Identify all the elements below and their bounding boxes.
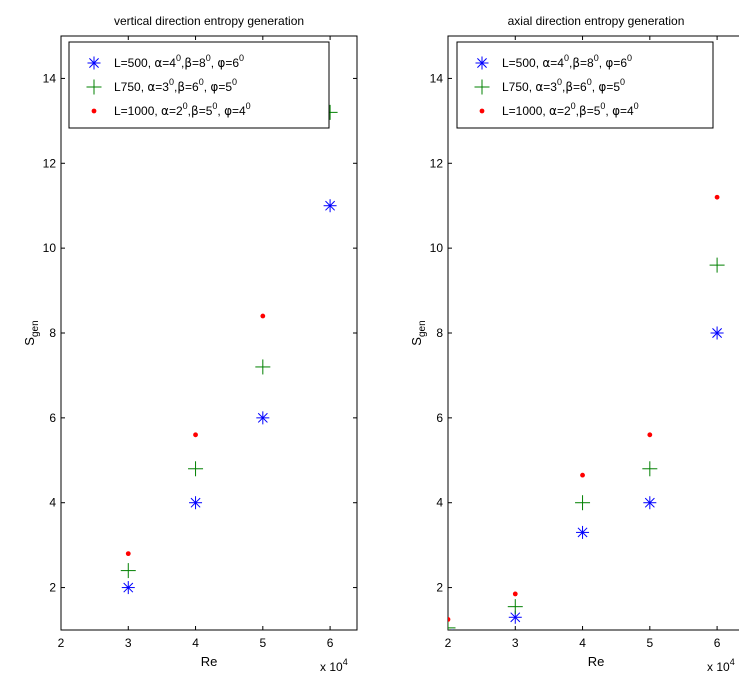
x-tick-label: 5 <box>259 636 266 650</box>
data-point-series-2 <box>448 620 456 630</box>
legend-marker <box>479 108 485 114</box>
x-tick-label: 4 <box>192 636 199 650</box>
data-point-series-1 <box>256 411 270 425</box>
x-tick-label: 5 <box>646 636 653 650</box>
x-tick-label: 3 <box>512 636 519 650</box>
axial-entropy-chart: 2 3 4 5 6 2 4 6 8 10 12 14 axial direction entropy g… <box>409 14 739 674</box>
data-point-series-3 <box>714 194 720 200</box>
legend-entry-label: L750, α=30,β=60, φ=50 <box>502 77 625 94</box>
data-point-series-1 <box>710 326 724 340</box>
legend-box <box>68 41 330 129</box>
y-tick-label: 6 <box>436 411 443 425</box>
x-multiplier-label: x 104 <box>320 657 348 674</box>
y-tick-label: 10 <box>430 241 444 255</box>
y-tick-label: 10 <box>43 241 57 255</box>
legend: L=500, α=40,β=80, φ=60 L750, α=30,β=60, φ… <box>68 41 330 129</box>
y-tick-label: 8 <box>436 326 443 340</box>
y-tick-label: 8 <box>49 326 56 340</box>
y-tick-label: 12 <box>430 156 444 170</box>
legend-marker <box>86 79 102 95</box>
data-point-series-3 <box>580 472 585 478</box>
legend: L=500, α=40,β=80, φ=60 L750, α=30,β=60, φ… <box>456 41 714 129</box>
y-tick-label: 2 <box>436 581 443 595</box>
data-point-series-3 <box>512 591 518 597</box>
data-point-series-3 <box>448 616 451 622</box>
y-tick-label: 14 <box>43 71 57 85</box>
x-multiplier-label: x 104 <box>707 657 735 674</box>
data-point-series-1 <box>643 496 657 510</box>
x-axis-label: Re <box>588 654 605 669</box>
x-tick-label: 2 <box>58 636 65 650</box>
x-tick-label: 3 <box>125 636 132 650</box>
data-point-series-2 <box>188 461 204 477</box>
legend-box <box>456 41 714 129</box>
x-axis-label: Re <box>201 654 218 669</box>
x-tick-label: 6 <box>714 636 721 650</box>
legend-entry-label: L=500, α=40,β=80, φ=60 <box>114 53 244 70</box>
legend-entry-label: L=1000, α=20,β=50, φ=40 <box>502 101 639 118</box>
legend-entry-label: L=1000, α=20,β=50, φ=40 <box>114 101 251 118</box>
data-point-series-2 <box>709 257 725 273</box>
x-tick-label: 2 <box>445 636 452 650</box>
data-point-series-2 <box>642 461 658 477</box>
data-point-series-1 <box>576 525 590 539</box>
data-point-series-2 <box>507 599 523 615</box>
chart-title: vertical direction entropy generation <box>114 14 304 28</box>
data-point-series-2 <box>575 495 591 511</box>
legend-marker <box>91 108 97 114</box>
y-tick-label: 12 <box>43 156 57 170</box>
data-point-series-3 <box>328 12 333 17</box>
data-points <box>120 12 338 595</box>
legend-entry-label: L=500, α=40,β=80, φ=60 <box>502 53 632 70</box>
data-point-series-1 <box>121 581 135 595</box>
vertical-entropy-chart: 2 3 4 5 6 2 4 6 8 10 12 14 vertical direction entrop… <box>22 12 358 674</box>
data-point-series-3 <box>125 551 131 557</box>
legend-marker <box>475 56 489 70</box>
chart-title: axial direction entropy generation <box>508 14 685 28</box>
y-tick-label: 2 <box>49 581 56 595</box>
y-tick-label: 4 <box>436 496 443 510</box>
legend-marker <box>87 56 101 70</box>
x-tick-label: 4 <box>579 636 586 650</box>
data-point-series-2 <box>120 563 136 579</box>
legend-entry-label: L750, α=30,β=60, φ=50 <box>114 77 237 94</box>
data-point-series-2 <box>255 359 271 375</box>
data-points <box>448 194 725 630</box>
y-tick-label: 6 <box>49 411 56 425</box>
data-point-series-3 <box>193 432 198 438</box>
data-point-series-3 <box>260 313 266 319</box>
legend-marker <box>474 79 490 95</box>
y-tick-label: 4 <box>49 496 56 510</box>
data-point-series-3 <box>647 432 653 438</box>
y-tick-label: 14 <box>430 71 444 85</box>
x-tick-label: 6 <box>327 636 334 650</box>
y-axis-label: Sgen <box>409 320 428 345</box>
data-point-series-1 <box>323 199 337 213</box>
data-point-series-1 <box>189 496 203 510</box>
y-axis-label: Sgen <box>22 320 41 345</box>
